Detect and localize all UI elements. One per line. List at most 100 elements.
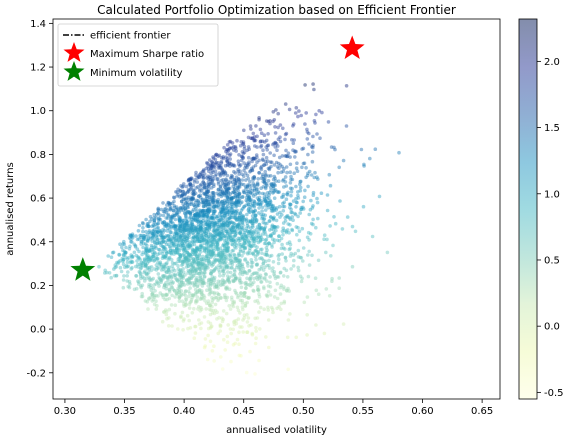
- portfolio-point: [142, 270, 146, 275]
- portfolio-point: [122, 249, 127, 254]
- portfolio-point: [152, 294, 157, 298]
- portfolio-point: [173, 224, 177, 229]
- portfolio-point: [203, 337, 208, 341]
- portfolio-point: [221, 216, 225, 220]
- portfolio-point: [197, 175, 201, 179]
- portfolio-point: [230, 210, 235, 215]
- portfolio-point: [306, 253, 310, 257]
- portfolio-point: [199, 229, 204, 233]
- portfolio-point: [276, 111, 281, 116]
- portfolio-point: [181, 182, 186, 186]
- portfolio-point: [333, 221, 338, 226]
- portfolio-point: [184, 297, 189, 302]
- portfolio-point: [262, 229, 266, 233]
- portfolio-point: [135, 247, 140, 251]
- portfolio-point: [170, 264, 174, 269]
- portfolio-point: [230, 208, 234, 212]
- portfolio-point: [142, 258, 147, 262]
- portfolio-point: [290, 215, 295, 219]
- portfolio-point: [267, 258, 271, 263]
- portfolio-point: [249, 275, 253, 279]
- portfolio-point: [264, 204, 268, 208]
- portfolio-point: [274, 228, 278, 233]
- portfolio-point: [163, 253, 168, 258]
- portfolio-point: [284, 259, 288, 263]
- portfolio-point: [193, 239, 197, 243]
- portfolio-point: [214, 152, 219, 157]
- portfolio-point: [250, 159, 254, 164]
- portfolio-point: [231, 327, 235, 332]
- portfolio-point: [255, 183, 260, 187]
- portfolio-point: [264, 194, 269, 199]
- portfolio-point: [238, 169, 242, 173]
- portfolio-point: [305, 130, 310, 134]
- y-tick-label: 0.6: [30, 194, 46, 205]
- portfolio-point: [185, 236, 189, 240]
- portfolio-point: [255, 134, 259, 139]
- portfolio-point: [211, 156, 216, 161]
- portfolio-point: [277, 252, 282, 257]
- portfolio-point: [238, 249, 243, 254]
- portfolio-point: [199, 250, 203, 254]
- portfolio-point: [278, 139, 283, 144]
- portfolio-point: [234, 291, 239, 296]
- portfolio-point: [183, 293, 188, 298]
- portfolio-point: [214, 282, 219, 286]
- portfolio-point: [141, 260, 146, 264]
- portfolio-point: [215, 216, 219, 220]
- portfolio-point: [243, 229, 248, 233]
- legend-star-min-volatility: [63, 61, 85, 81]
- portfolio-point: [260, 214, 265, 219]
- portfolio-point: [295, 200, 299, 205]
- portfolio-point: [201, 223, 206, 227]
- portfolio-point: [169, 214, 173, 219]
- portfolio-point: [239, 158, 244, 163]
- portfolio-point: [176, 187, 180, 192]
- portfolio-point: [221, 191, 226, 196]
- portfolio-point: [192, 216, 196, 220]
- portfolio-point: [124, 245, 128, 250]
- portfolio-point: [250, 202, 255, 206]
- portfolio-point: [179, 280, 184, 284]
- portfolio-point: [208, 222, 212, 227]
- portfolio-point: [299, 179, 303, 184]
- portfolio-point: [177, 215, 181, 219]
- portfolio-point: [263, 159, 268, 164]
- portfolio-point: [198, 244, 202, 249]
- portfolio-point: [210, 249, 215, 254]
- portfolio-point: [245, 148, 249, 153]
- portfolio-point: [237, 215, 242, 220]
- portfolio-point: [253, 192, 258, 197]
- portfolio-point: [290, 228, 295, 233]
- portfolio-point: [291, 218, 295, 222]
- portfolio-point: [274, 179, 278, 183]
- portfolio-point: [202, 229, 206, 234]
- portfolio-point: [211, 191, 216, 195]
- portfolio-point: [246, 230, 250, 234]
- portfolio-point: [199, 267, 204, 271]
- portfolio-point: [177, 248, 182, 252]
- portfolio-point: [266, 289, 271, 294]
- portfolio-point: [251, 181, 255, 186]
- portfolio-point: [257, 227, 262, 232]
- y-tick-label: 0.2: [30, 281, 46, 292]
- portfolio-point: [266, 132, 270, 136]
- portfolio-point: [216, 154, 220, 159]
- portfolio-point: [157, 263, 162, 267]
- portfolio-point: [197, 322, 202, 326]
- portfolio-point: [215, 284, 219, 289]
- portfolio-point: [208, 281, 213, 286]
- portfolio-point: [242, 190, 246, 195]
- portfolio-point: [232, 301, 236, 305]
- portfolio-point: [215, 222, 220, 227]
- portfolio-point: [240, 301, 245, 305]
- portfolio-point: [350, 224, 355, 229]
- portfolio-point: [273, 131, 278, 135]
- portfolio-point: [193, 214, 198, 219]
- portfolio-point: [245, 271, 249, 276]
- portfolio-point: [279, 170, 284, 174]
- portfolio-point: [296, 265, 301, 270]
- portfolio-point: [233, 269, 237, 274]
- portfolio-point: [149, 256, 153, 261]
- portfolio-point: [220, 251, 225, 256]
